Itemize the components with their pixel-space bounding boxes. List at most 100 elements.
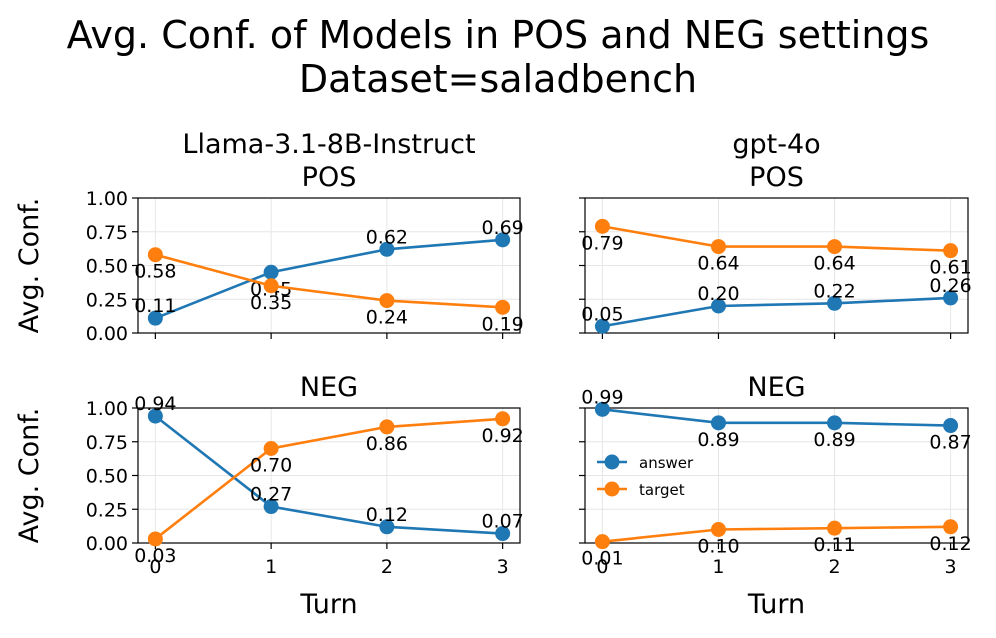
data-label-answer: 0.22	[813, 280, 855, 302]
subplot-0: 0.00 0.25 0.50 0.75 1.00 Llama-3.1-8B-Instruc…	[14, 129, 524, 345]
legend-label-target: target	[639, 481, 685, 499]
data-label-answer: 0.94	[134, 393, 176, 415]
subplot-title: POS	[302, 162, 357, 193]
series-line-answer	[154, 238, 503, 320]
y-tick-label: 1.00	[86, 398, 128, 420]
y-tick-label: 0.25	[86, 499, 128, 521]
data-label-answer: 0.07	[481, 511, 523, 533]
data-label-answer: 0.11	[134, 295, 176, 317]
series-line-answer	[602, 296, 951, 328]
y-axis-label: Avg. Conf.	[14, 408, 45, 544]
data-point-target	[710, 239, 726, 255]
y-axis-label: Avg. Conf.	[14, 198, 45, 334]
data-label-answer: 0.27	[250, 484, 292, 506]
y-tick-label: 0.50	[86, 256, 128, 278]
data-point-answer	[495, 526, 511, 542]
data-label-target: 0.10	[697, 536, 739, 558]
data-point-answer	[827, 415, 843, 431]
x-tick-label: 1	[712, 556, 724, 578]
y-tick-label: 0.75	[86, 222, 128, 244]
data-point-answer	[943, 290, 959, 306]
series-line-answer	[602, 408, 951, 427]
y-tick-label: 1.00	[86, 188, 128, 210]
data-point-answer	[379, 241, 395, 257]
subplot-title: NEG	[300, 372, 358, 403]
data-label-target: 0.03	[134, 545, 176, 567]
y-tick-label: 0.25	[86, 289, 128, 311]
data-label-answer: 0.20	[697, 283, 739, 305]
data-label-target: 0.61	[929, 257, 971, 279]
series-line-target	[602, 225, 951, 252]
x-tick-label: 2	[381, 556, 393, 578]
data-label-target: 0.92	[481, 425, 523, 447]
data-point-answer	[147, 310, 163, 326]
data-label-answer: 0.62	[366, 226, 408, 248]
series-line-answer	[154, 415, 503, 535]
subplot-3: 0 1 2 3 NEG Turn 0.99 0.89 0.89 0.87 0.01 0.10 0.11 0…	[579, 372, 972, 620]
data-point-target	[594, 534, 610, 550]
y-tick-label: 0.50	[86, 466, 128, 488]
data-label-target: 0.01	[581, 548, 623, 570]
subplot-title: NEG	[747, 372, 805, 403]
subplots-group: 0.00 0.25 0.50 0.75 1.00 Llama-3.1-8B-Instruc…	[14, 129, 972, 620]
data-point-answer	[379, 519, 395, 535]
data-label-target: 0.70	[250, 455, 292, 477]
data-point-target	[495, 411, 511, 427]
data-point-target	[263, 278, 279, 294]
data-label-target: 0.86	[366, 433, 408, 455]
x-tick-label: 0	[149, 556, 161, 578]
x-tick-label: 3	[497, 556, 509, 578]
legend-marker-target	[604, 481, 620, 497]
data-point-target	[943, 519, 959, 535]
data-label-target: 0.11	[813, 534, 855, 556]
data-point-target	[943, 243, 959, 259]
data-label-answer: 0.12	[366, 504, 408, 526]
x-tick-label: 2	[828, 556, 840, 578]
data-label-answer: 0.89	[813, 429, 855, 451]
data-point-target	[147, 531, 163, 547]
data-label-target: 0.19	[481, 313, 523, 335]
data-label-target: 0.79	[581, 232, 623, 254]
y-tick-label: 0.00	[86, 323, 128, 345]
data-point-target	[495, 299, 511, 315]
data-label-target: 0.12	[929, 533, 971, 555]
data-point-answer	[263, 264, 279, 280]
legend-label-answer: answer	[639, 454, 694, 472]
x-axis-label: Turn	[747, 589, 805, 620]
data-point-answer	[147, 408, 163, 424]
data-point-target	[263, 441, 279, 456]
data-point-answer	[827, 295, 843, 311]
data-point-target	[827, 520, 843, 536]
y-tick-label: 0.00	[86, 533, 128, 555]
legend-marker-answer	[604, 454, 620, 470]
data-label-answer: 0.87	[929, 432, 971, 454]
data-point-answer	[710, 415, 726, 431]
data-point-target	[710, 522, 726, 537]
data-label-answer: 0.89	[697, 429, 739, 451]
data-label-target: 0.64	[697, 253, 739, 275]
data-point-answer	[594, 318, 610, 334]
subplot-title: Llama-3.1-8B-Instruct	[182, 129, 475, 160]
x-tick-label: 1	[265, 556, 277, 578]
data-point-answer	[495, 232, 511, 248]
subplot-2: 0.00 0.25 0.50 0.75 1.00 0 1 2 3 NEG Avg. Conf. Tur…	[14, 372, 524, 620]
y-tick-label: 0.75	[86, 432, 128, 454]
series-line-target	[602, 525, 951, 543]
x-tick-label: 3	[945, 556, 957, 578]
data-label-target: 0.58	[134, 261, 176, 283]
data-label-target: 0.35	[250, 292, 292, 314]
data-point-target	[379, 293, 395, 309]
data-point-target	[827, 239, 843, 255]
data-label-answer: 0.99	[581, 386, 623, 408]
x-tick-label: 0	[596, 556, 608, 578]
data-point-answer	[943, 418, 959, 434]
figure-title-line2: Dataset=saladbench	[299, 57, 697, 101]
series-line-target	[154, 417, 503, 540]
data-label-target: 0.24	[366, 307, 408, 329]
figure-title-line1: Avg. Conf. of Models in POS and NEG sett…	[67, 13, 930, 57]
data-point-target	[147, 247, 163, 263]
data-label-answer: 0.05	[581, 303, 623, 325]
